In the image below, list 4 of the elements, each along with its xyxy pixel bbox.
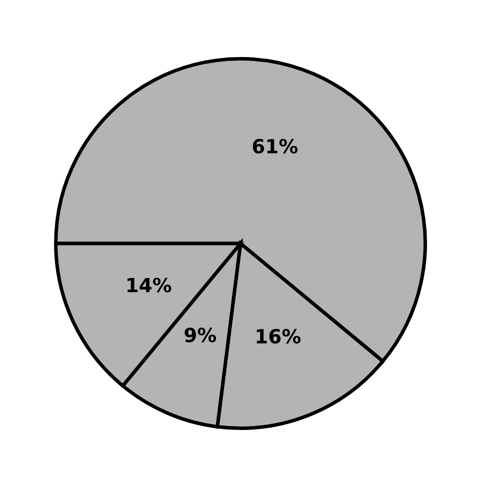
- data-label: 61%: [252, 138, 298, 154]
- data-label: 16%: [256, 328, 301, 344]
- data-label: 14%: [128, 278, 172, 292]
- data-label: 9%: [184, 328, 216, 342]
